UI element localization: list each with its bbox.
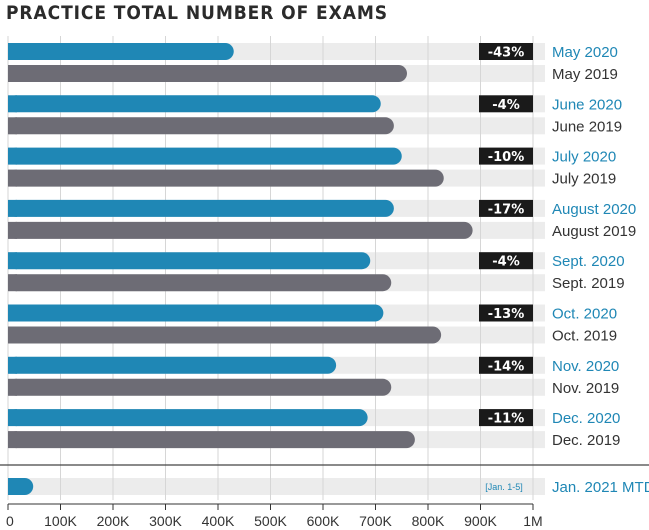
bar-2020-7 bbox=[8, 409, 368, 427]
bar-2019-2-base bbox=[8, 169, 17, 187]
bar-2019-0-base bbox=[8, 65, 17, 82]
bar-2020-2-base bbox=[8, 147, 17, 165]
change-badge-7 bbox=[479, 409, 533, 427]
bar-2020-4-base bbox=[8, 252, 17, 270]
change-label-6: -14% bbox=[488, 359, 525, 374]
label-2020-6: Nov. 2020 bbox=[552, 358, 619, 375]
label-2020-5: Oct. 2020 bbox=[552, 306, 617, 323]
bar-2020-2 bbox=[8, 147, 402, 165]
change-label-1: -4% bbox=[492, 98, 519, 113]
bar-2020-5 bbox=[8, 304, 384, 322]
change-label-4: -4% bbox=[492, 255, 519, 270]
bar-2019-4-base bbox=[8, 274, 17, 292]
bar-2019-7 bbox=[8, 431, 415, 449]
bar-2019-1 bbox=[8, 117, 394, 135]
bar-2020-3 bbox=[8, 199, 394, 217]
bar-2020-7-base bbox=[8, 409, 17, 427]
bar-2019-2 bbox=[8, 169, 444, 187]
bar-2019-7-base bbox=[8, 431, 17, 449]
bar-2020-5-base bbox=[8, 304, 17, 322]
label-2019-4: Sept. 2019 bbox=[552, 275, 625, 292]
change-label-0: -43% bbox=[488, 46, 525, 61]
label-2020-0: May 2020 bbox=[552, 44, 618, 61]
x-tick-label-3: 300K bbox=[149, 513, 182, 529]
bar-mtd-base bbox=[8, 478, 17, 495]
x-tick-label-8: 800K bbox=[412, 513, 445, 529]
bar-2019-6 bbox=[8, 378, 392, 396]
bar-2020-3-base bbox=[8, 199, 17, 217]
label-2020-4: Sept. 2020 bbox=[552, 253, 625, 270]
x-tick-label-6: 600K bbox=[307, 513, 340, 529]
x-tick-label-2: 200K bbox=[97, 513, 130, 529]
bar-2019-5-base bbox=[8, 326, 17, 344]
bar-2020-6-base bbox=[8, 356, 17, 374]
change-badge-3 bbox=[479, 199, 533, 217]
change-label-3: -17% bbox=[488, 202, 525, 217]
bar-2019-6-base bbox=[8, 378, 17, 396]
label-mtd: Jan. 2021 MTD bbox=[552, 479, 649, 496]
label-2019-0: May 2019 bbox=[552, 66, 618, 83]
track-16 bbox=[8, 478, 545, 495]
x-tick-label-10: 1M bbox=[523, 513, 542, 529]
label-2019-1: June 2019 bbox=[552, 118, 622, 135]
change-badge-0 bbox=[479, 43, 533, 60]
bar-2020-1 bbox=[8, 95, 381, 113]
label-2020-1: June 2020 bbox=[552, 96, 622, 113]
label-2019-3: August 2019 bbox=[552, 223, 636, 240]
bar-2020-6 bbox=[8, 356, 337, 374]
bar-2019-3-base bbox=[8, 221, 17, 239]
x-tick-label-5: 500K bbox=[254, 513, 287, 529]
label-2019-5: Oct. 2019 bbox=[552, 328, 617, 345]
change-label-7: -11% bbox=[488, 412, 525, 427]
change-badge-1 bbox=[479, 95, 533, 113]
x-tick-label-4: 400K bbox=[202, 513, 235, 529]
bar-2019-1-base bbox=[8, 117, 17, 135]
label-2019-6: Nov. 2019 bbox=[552, 380, 619, 397]
bar-2020-0 bbox=[8, 43, 234, 60]
bar-2020-1-base bbox=[8, 95, 17, 113]
bar-2020-0-base bbox=[8, 43, 17, 60]
x-tick-label-9: 900K bbox=[464, 513, 497, 529]
change-badge-5 bbox=[479, 304, 533, 322]
change-label-5: -13% bbox=[488, 307, 525, 322]
change-badge-4 bbox=[479, 252, 533, 270]
mtd-note: [Jan. 1-5] bbox=[485, 482, 523, 492]
bar-2019-0 bbox=[8, 65, 407, 82]
bar-2019-4 bbox=[8, 274, 392, 292]
bar-2019-5 bbox=[8, 326, 442, 344]
x-tick-label-1: 100K bbox=[44, 513, 77, 529]
label-2020-3: August 2020 bbox=[552, 201, 636, 218]
label-2019-7: Dec. 2019 bbox=[552, 432, 620, 449]
bar-2020-4 bbox=[8, 252, 371, 270]
chart-title: PRACTICE TOTAL NUMBER OF EXAMS bbox=[6, 2, 388, 24]
label-2020-2: July 2020 bbox=[552, 149, 616, 166]
bar-2019-3 bbox=[8, 221, 473, 239]
x-tick-label-0: 0 bbox=[6, 513, 14, 529]
label-2020-7: Dec. 2020 bbox=[552, 410, 620, 427]
change-badge-6 bbox=[479, 356, 533, 374]
label-2019-2: July 2019 bbox=[552, 171, 616, 188]
x-tick-label-7: 700K bbox=[359, 513, 392, 529]
change-badge-2 bbox=[479, 147, 533, 165]
change-label-2: -10% bbox=[488, 150, 525, 165]
